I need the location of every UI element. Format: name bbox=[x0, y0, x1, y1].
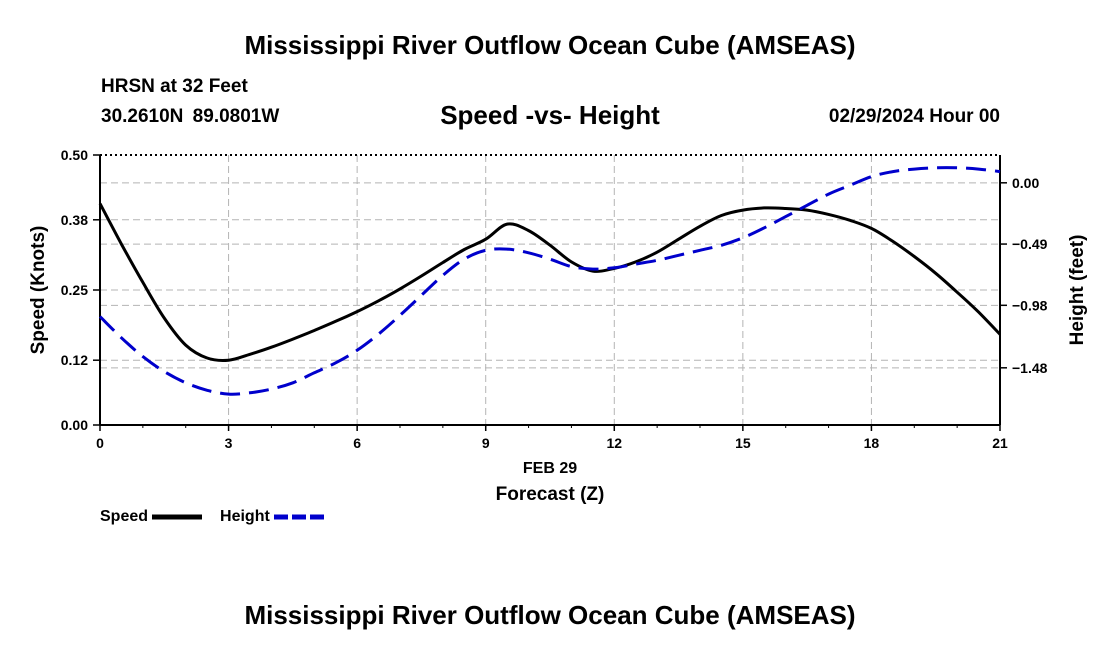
grid bbox=[100, 155, 1000, 425]
x-tick-label: 0 bbox=[96, 435, 104, 451]
series bbox=[98, 166, 1002, 396]
y-left-tick-label: 0.38 bbox=[61, 212, 88, 228]
legend-speed-swatch bbox=[152, 514, 203, 520]
x-tick-label: 3 bbox=[225, 435, 233, 451]
chart-legend: Speed Height bbox=[100, 508, 326, 526]
y-left-tick-label: 0.12 bbox=[61, 352, 88, 368]
y-axis-left-title: Speed (Knots) bbox=[28, 226, 49, 355]
y-right-tick-label: −0.49 bbox=[1012, 236, 1048, 252]
y-left-tick-label: 0.00 bbox=[61, 417, 88, 433]
chart-title-bottom: Mississippi River Outflow Ocean Cube (AM… bbox=[244, 600, 856, 630]
legend-height-label: Height bbox=[220, 508, 270, 525]
x-axis-date-label: FEB 29 bbox=[523, 460, 577, 477]
x-tick-label: 12 bbox=[606, 435, 622, 451]
x-tick-label: 21 bbox=[992, 435, 1008, 451]
forecast-datetime: 02/29/2024 Hour 00 bbox=[828, 106, 1000, 127]
y-right-tick-label: −1.48 bbox=[1012, 360, 1048, 376]
y-axis-right-title: Height (feet) bbox=[1067, 235, 1088, 346]
station-coordinates: 30.2610N 89.0801W bbox=[101, 106, 280, 127]
axis-labels: FEB 29 Forecast (Z) Speed (Knots) Height… bbox=[28, 226, 1088, 505]
axis-ticks: 0 3 6 9 12 15 18 21 0.00 0.12 0.25 0.38 0.50 0.00 −0.4… bbox=[61, 147, 1048, 451]
y-left-tick-label: 0.50 bbox=[61, 147, 88, 163]
x-axis-title: Forecast (Z) bbox=[496, 484, 605, 505]
x-tick-label: 6 bbox=[353, 435, 361, 451]
chart-title-top: Mississippi River Outflow Ocean Cube (AM… bbox=[244, 30, 856, 60]
station-name: HRSN at 32 Feet bbox=[101, 76, 248, 97]
chart-subtitle: Speed -vs- Height bbox=[440, 100, 660, 130]
legend-speed-label: Speed bbox=[100, 508, 149, 525]
x-tick-label: 18 bbox=[864, 435, 880, 451]
x-tick-label: 15 bbox=[735, 435, 751, 451]
y-left-tick-label: 0.25 bbox=[61, 282, 88, 298]
y-right-tick-label: 0.00 bbox=[1012, 175, 1039, 191]
height-series-line bbox=[98, 166, 1001, 396]
y-right-tick-label: −0.98 bbox=[1012, 297, 1048, 313]
x-tick-label: 9 bbox=[482, 435, 490, 451]
legend-height-swatch bbox=[273, 514, 324, 520]
speed-series-line bbox=[98, 202, 1002, 362]
